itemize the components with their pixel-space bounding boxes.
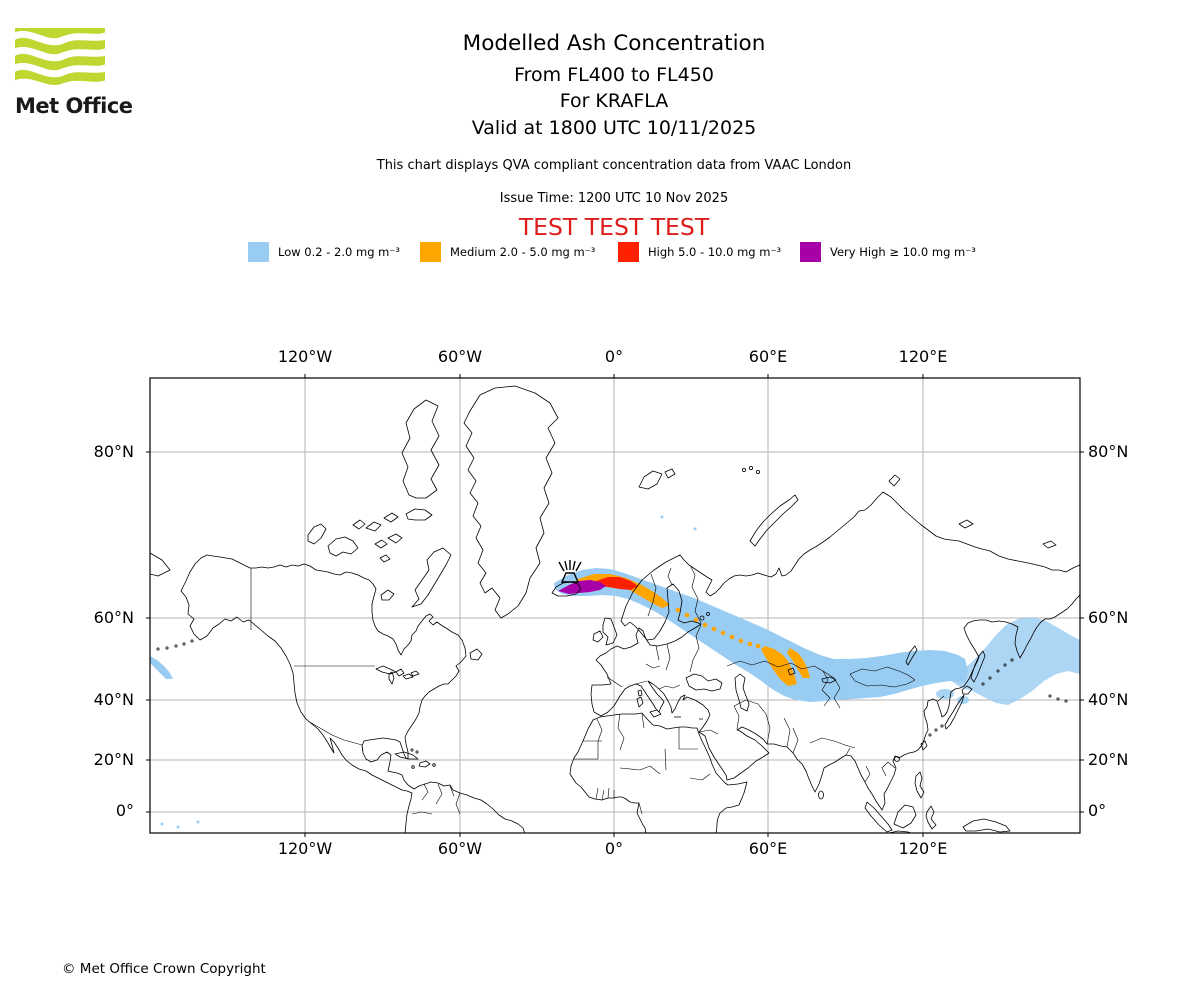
met-office-logo: Met Office <box>9 28 135 118</box>
bottom-tick-label: 60°W <box>437 839 483 858</box>
qva-compliance-note: This chart displays QVA compliant concen… <box>376 158 852 173</box>
test-banner: TEST TEST TEST <box>518 213 710 241</box>
ash-plume-low <box>150 515 1080 829</box>
right-tick-label: 40°N <box>1088 690 1129 709</box>
top-tick-label: 60°E <box>748 347 788 366</box>
very-high-swatch-icon <box>800 242 821 262</box>
ash-plume-high <box>596 577 638 590</box>
flight-level-subtitle: From FL400 to FL450 <box>514 64 714 86</box>
left-tick-label: 40°N <box>93 690 134 709</box>
top-tick-label: 120°W <box>277 347 333 366</box>
page-title: Modelled Ash Concentration <box>462 31 766 56</box>
left-tick-label: 0° <box>115 801 134 820</box>
volcano-subtitle: For KRAFLA <box>559 90 669 112</box>
bottom-tick-label: 120°W <box>277 839 333 858</box>
bottom-tick-label: 60°E <box>748 839 788 858</box>
copyright-notice: © Met Office Crown Copyright <box>62 961 266 977</box>
right-tick-label: 60°N <box>1088 608 1129 627</box>
legend-label-high: High 5.0 - 10.0 mg m⁻³ <box>648 245 782 259</box>
legend-label-low: Low 0.2 - 2.0 mg m⁻³ <box>278 245 401 259</box>
issue-time: Issue Time: 1200 UTC 10 Nov 2025 <box>499 191 729 206</box>
left-tick-label: 80°N <box>93 442 134 461</box>
left-tick-label: 20°N <box>93 750 134 769</box>
right-tick-label: 80°N <box>1088 442 1129 461</box>
axis-ticks <box>146 374 1084 837</box>
bottom-tick-label: 0° <box>604 839 624 858</box>
coastlines <box>150 385 1080 833</box>
right-tick-label: 0° <box>1088 801 1107 820</box>
ash-plume-very-high <box>558 580 606 594</box>
met-office-logo-waves-icon <box>9 28 113 92</box>
low-swatch-icon <box>248 242 269 262</box>
medium-swatch-icon <box>420 242 441 262</box>
top-tick-label: 120°E <box>898 347 948 366</box>
map-canvas <box>146 374 1084 837</box>
top-tick-label: 60°W <box>437 347 483 366</box>
legend-label-very-high: Very High ≥ 10.0 mg m⁻³ <box>830 245 976 259</box>
valid-time-subtitle: Valid at 1800 UTC 10/11/2025 <box>471 117 757 139</box>
map-frame <box>149 377 1081 834</box>
legend-label-medium: Medium 2.0 - 5.0 mg m⁻³ <box>450 245 596 259</box>
logo-wordmark: Met Office <box>15 94 133 118</box>
country-borders <box>250 566 945 815</box>
top-tick-label: 0° <box>604 347 624 366</box>
right-tick-label: 20°N <box>1088 750 1129 769</box>
graticule <box>150 378 1080 833</box>
left-tick-label: 60°N <box>93 608 134 627</box>
bottom-tick-label: 120°E <box>898 839 948 858</box>
ash-plume-medium <box>578 574 810 686</box>
world-map <box>140 368 1090 843</box>
volcano-icon <box>558 560 582 583</box>
high-swatch-icon <box>618 242 639 262</box>
